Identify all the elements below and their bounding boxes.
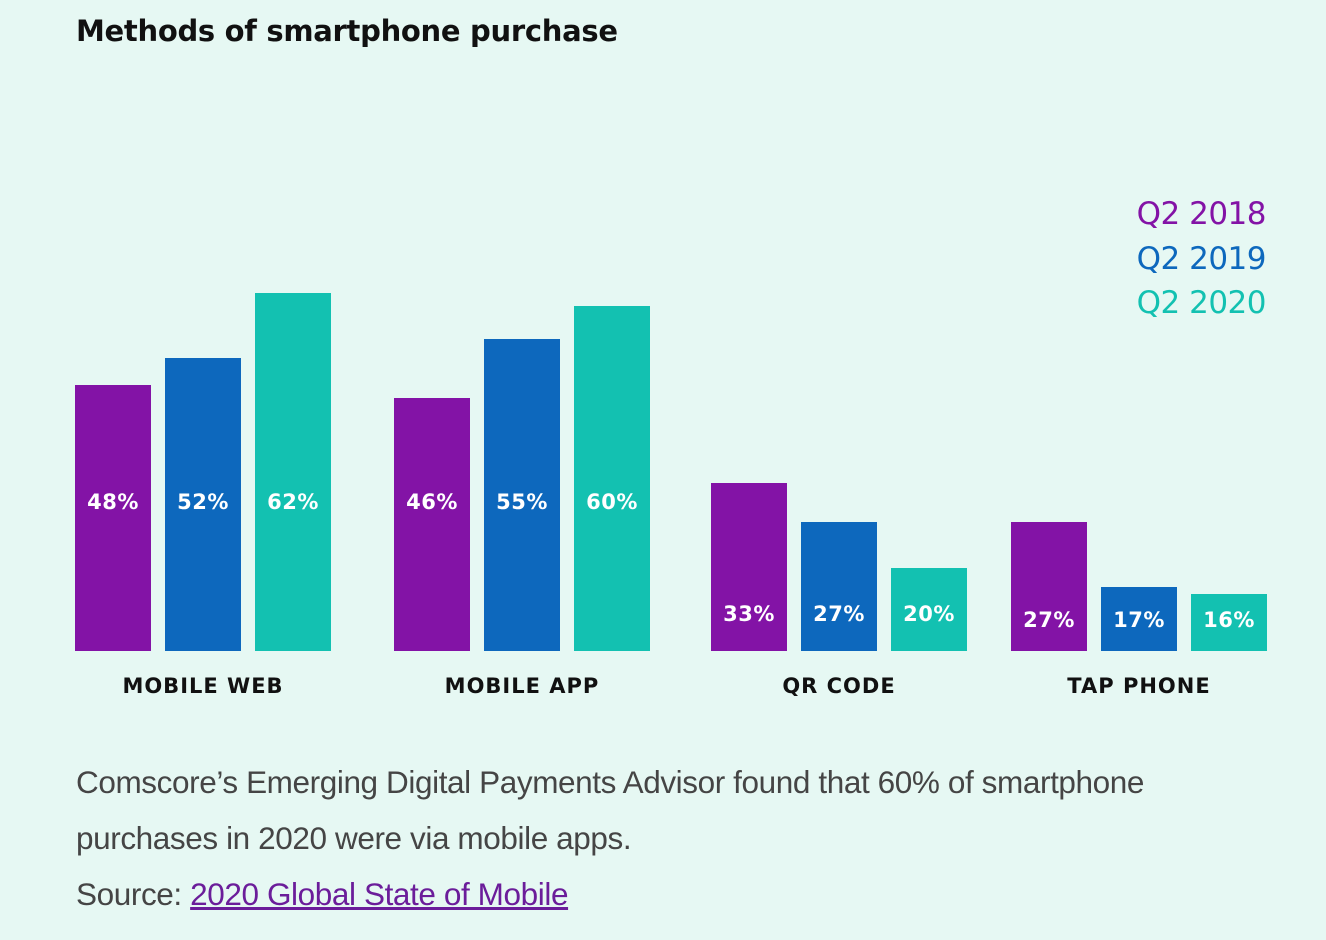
- caption-text: Comscore’s Emerging Digital Payments Adv…: [76, 764, 1145, 856]
- bar-mobile-web-q2-2019: [165, 358, 241, 651]
- bar-qr-code-q2-2020: [891, 568, 967, 651]
- caption: Comscore’s Emerging Digital Payments Adv…: [76, 754, 1226, 922]
- bar-value-label: 62%: [267, 490, 319, 514]
- bar-qr-code-q2-2019: [801, 522, 877, 651]
- bar-value-label: 17%: [1113, 608, 1165, 632]
- bar-mobile-web-q2-2020: [255, 293, 331, 651]
- bar-value-label: 48%: [87, 490, 139, 514]
- bar-value-label: 16%: [1203, 608, 1255, 632]
- bar-qr-code-q2-2018: [711, 483, 787, 651]
- bar-value-label: 33%: [723, 602, 775, 626]
- bar-value-label: 46%: [406, 490, 458, 514]
- bar-value-label: 55%: [496, 490, 548, 514]
- source-link[interactable]: 2020 Global State of Mobile: [190, 876, 569, 912]
- legend-item-q2-2019: Q2 2019: [1136, 240, 1267, 277]
- category-label-tap-phone: TAP PHONE: [1067, 674, 1210, 698]
- bar-mobile-web-q2-2018: [75, 385, 151, 651]
- bar-tap-phone-q2-2018: [1011, 522, 1087, 651]
- bar-chart: 48% 52% 62% MOBILE WEB 46% 55% 60% MOBILE APP 33…: [75, 293, 1267, 698]
- bar-tap-phone-q2-2019: [1101, 587, 1177, 651]
- bar-mobile-app-q2-2020: [574, 306, 650, 651]
- bar-value-label: 27%: [813, 602, 865, 626]
- chart-title: Methods of smartphone purchase: [76, 14, 618, 48]
- bar-value-label: 52%: [177, 490, 229, 514]
- bar-value-label: 20%: [903, 602, 955, 626]
- legend-item-q2-2018: Q2 2018: [1136, 196, 1267, 232]
- source-prefix: Source:: [76, 876, 191, 912]
- category-label-mobile-web: MOBILE WEB: [122, 674, 283, 698]
- bar-value-label: 27%: [1023, 608, 1075, 632]
- bar-mobile-app-q2-2019: [484, 339, 560, 651]
- bar-value-label: 60%: [586, 490, 638, 514]
- bar-mobile-app-q2-2018: [394, 398, 470, 651]
- bar-tap-phone-q2-2020: [1191, 594, 1267, 651]
- category-label-mobile-app: MOBILE APP: [445, 674, 600, 698]
- legend-item-q2-2020: Q2 2020: [1136, 285, 1267, 321]
- category-label-qr-code: QR CODE: [782, 674, 895, 698]
- legend: Q2 2018 Q2 2019 Q2 2020: [1136, 192, 1267, 326]
